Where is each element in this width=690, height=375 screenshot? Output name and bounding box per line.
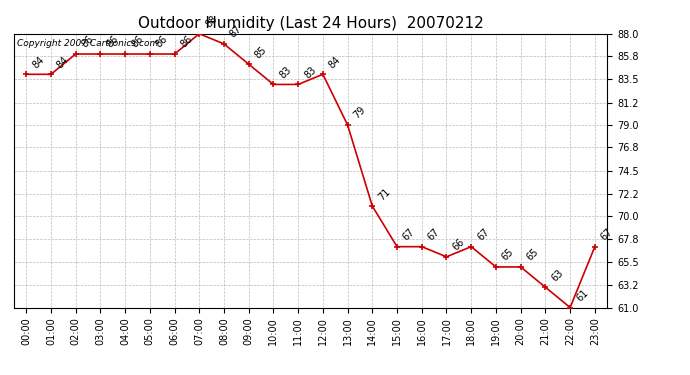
Text: 86: 86 [154, 34, 170, 50]
Text: 84: 84 [55, 54, 71, 70]
Text: 67: 67 [401, 226, 417, 243]
Text: 87: 87 [228, 24, 244, 40]
Text: 86: 86 [179, 34, 195, 50]
Text: 63: 63 [549, 267, 565, 283]
Text: 65: 65 [500, 247, 516, 263]
Text: 67: 67 [475, 226, 491, 243]
Text: 67: 67 [426, 226, 442, 243]
Text: 61: 61 [574, 288, 590, 303]
Text: 84: 84 [327, 54, 343, 70]
Text: 86: 86 [80, 34, 95, 50]
Text: 79: 79 [352, 105, 368, 121]
Text: Copyright 2007 Cartronics.com: Copyright 2007 Cartronics.com [17, 39, 158, 48]
Text: 67: 67 [599, 226, 615, 243]
Text: 71: 71 [377, 186, 393, 202]
Text: 66: 66 [451, 237, 466, 253]
Title: Outdoor Humidity (Last 24 Hours)  20070212: Outdoor Humidity (Last 24 Hours) 2007021… [137, 16, 484, 31]
Text: 84: 84 [30, 54, 46, 70]
Text: 86: 86 [129, 34, 145, 50]
Text: 88: 88 [204, 14, 219, 30]
Text: 83: 83 [277, 64, 293, 80]
Text: 83: 83 [302, 64, 318, 80]
Text: 85: 85 [253, 44, 268, 60]
Text: 86: 86 [104, 34, 120, 50]
Text: 65: 65 [525, 247, 541, 263]
